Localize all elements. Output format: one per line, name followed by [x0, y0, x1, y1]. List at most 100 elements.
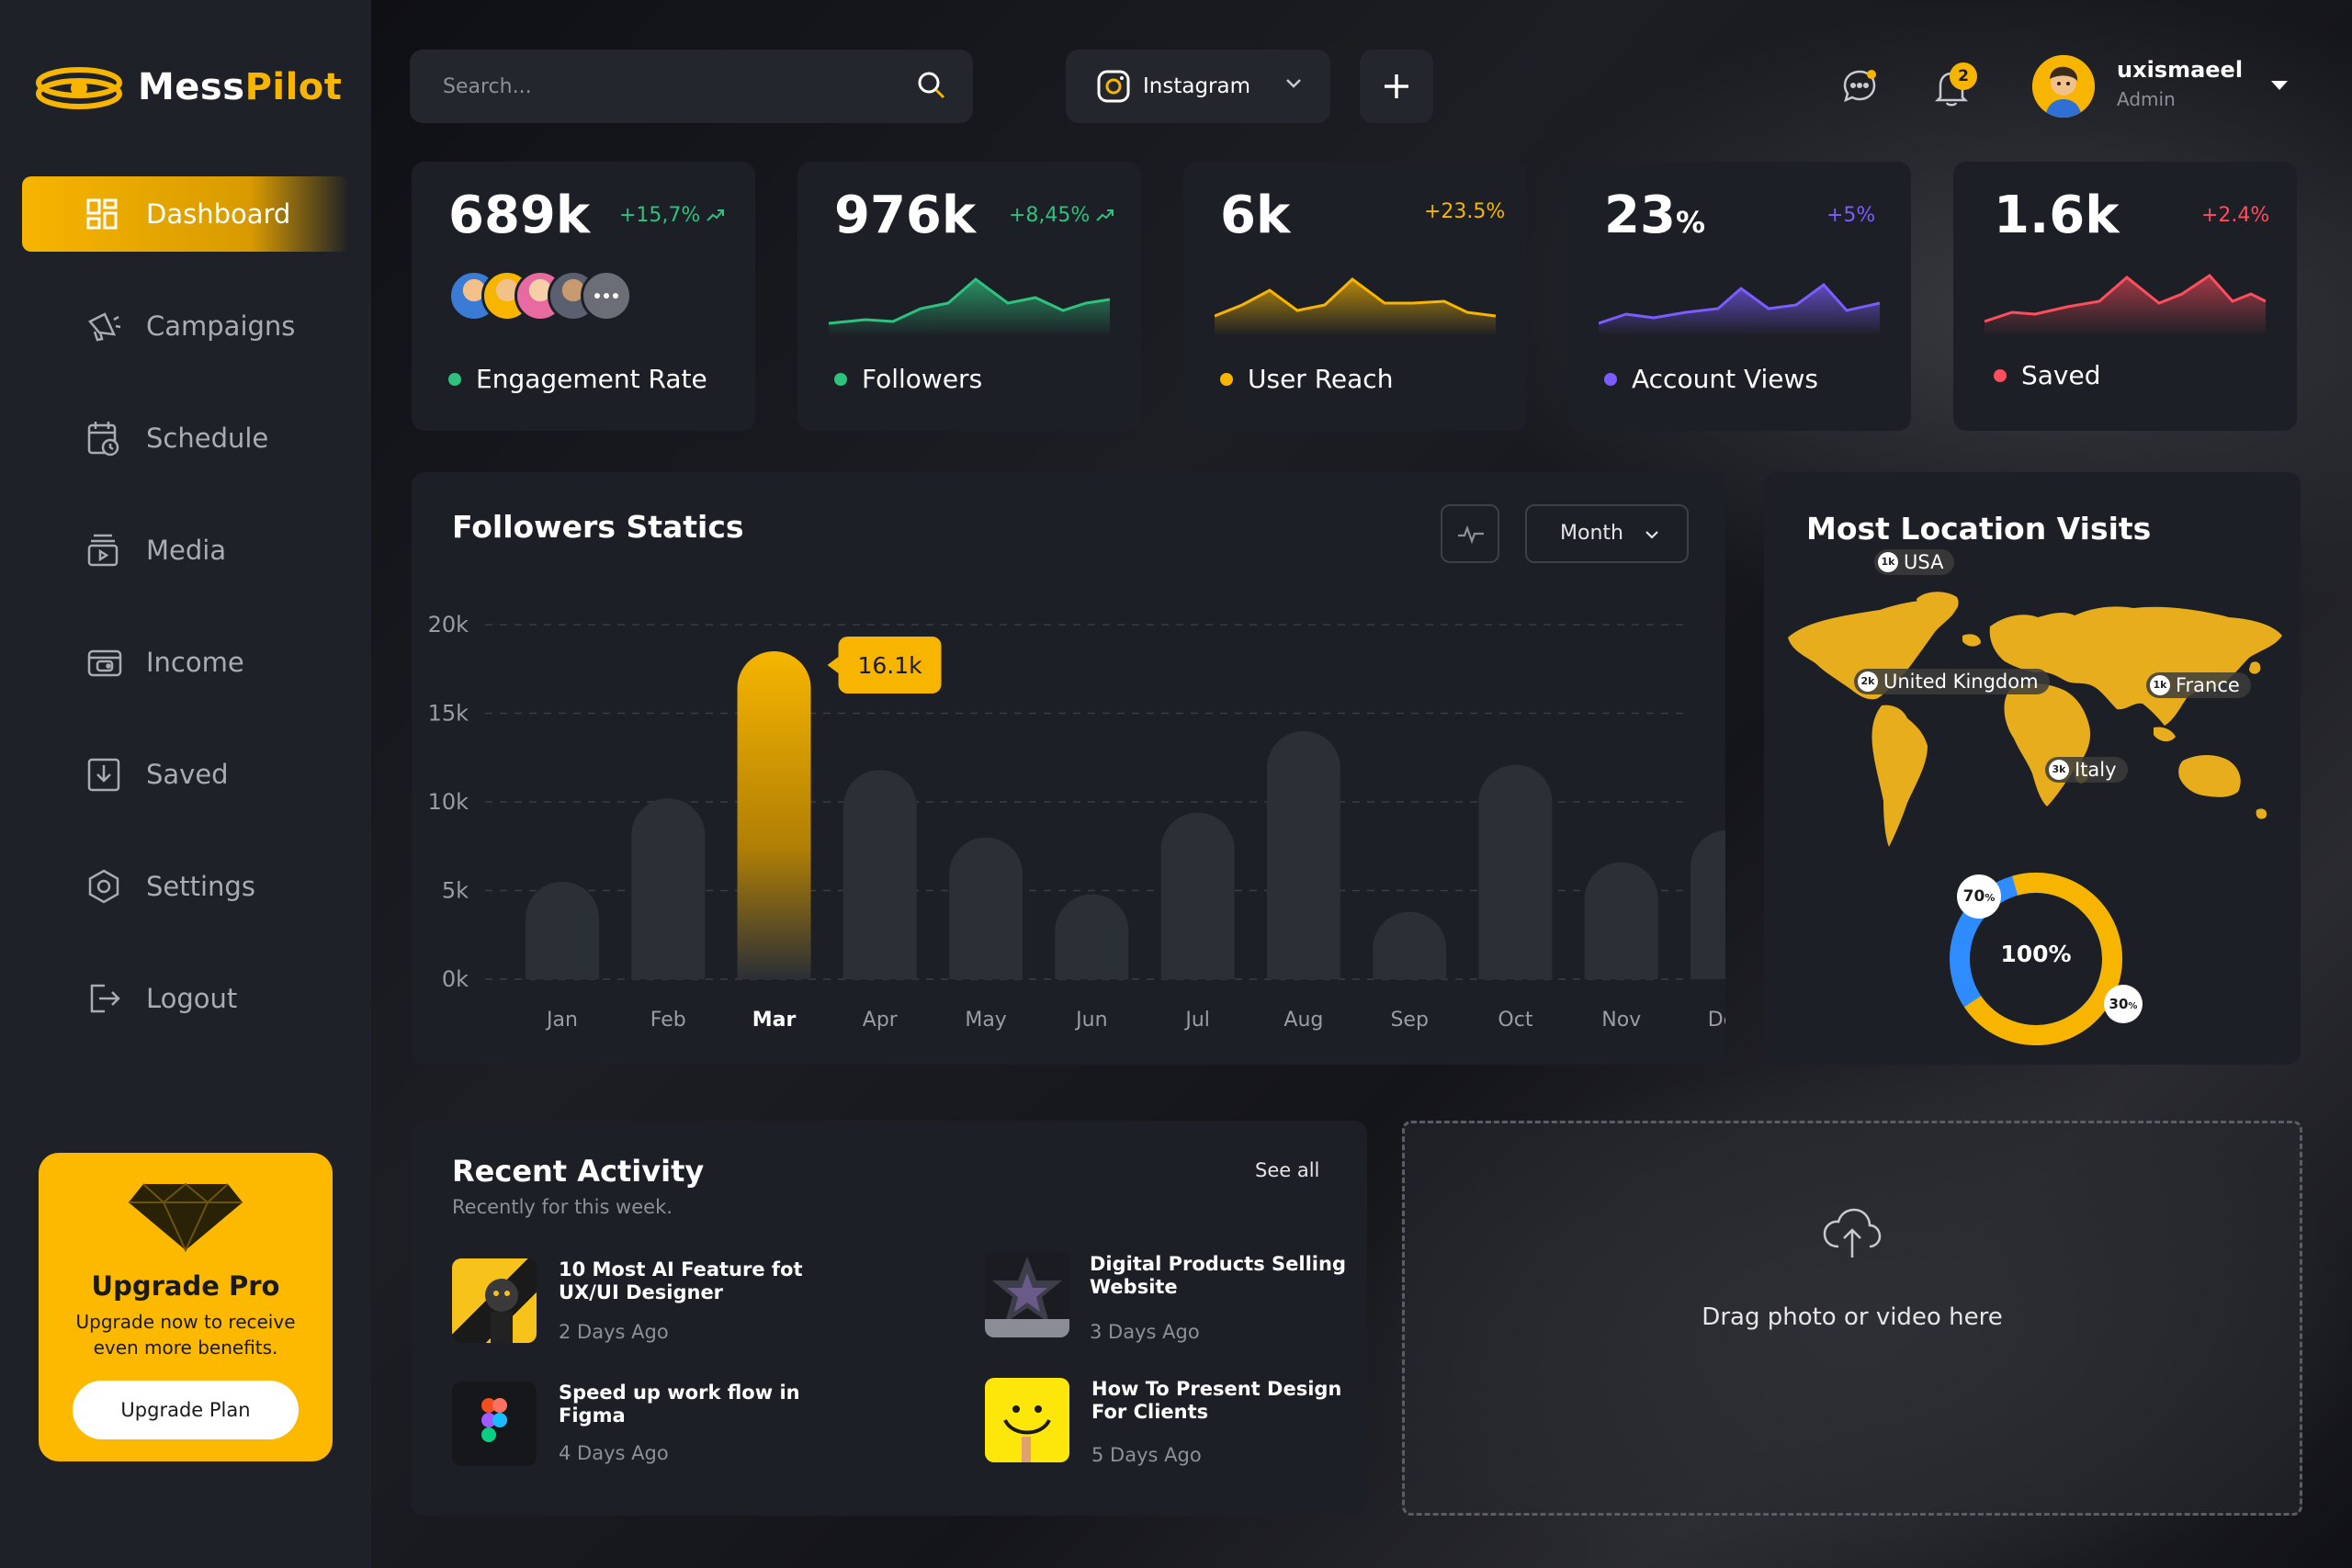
sidebar-item-schedule[interactable]: Schedule	[22, 400, 349, 476]
chat-icon[interactable]	[1841, 68, 1878, 105]
activity-item[interactable]: Digital Products Selling Website 3 Days …	[985, 1253, 1371, 1345]
notification-badge: 2	[1950, 62, 1977, 90]
sidebar-item-saved[interactable]: Saved	[22, 737, 349, 812]
activity-thumbnail	[452, 1258, 537, 1343]
bar-feb[interactable]	[631, 798, 706, 979]
bar-jun[interactable]	[1055, 894, 1129, 979]
stat-label: Followers	[834, 364, 982, 394]
stat-card-engagement[interactable]: 689k +15,7% Engagement Rate	[412, 162, 755, 431]
stat-card-account-views[interactable]: 23% +5% Account Views	[1567, 162, 1911, 431]
bar-jan[interactable]	[526, 881, 599, 979]
bar-aug[interactable]	[1266, 730, 1340, 979]
upload-dropzone[interactable]: Drag photo or video here	[1402, 1121, 2302, 1516]
stat-value: 689k	[448, 186, 591, 245]
bar-may[interactable]	[949, 837, 1023, 979]
y-tick-label: 20k	[428, 612, 469, 637]
sidebar-item-campaigns[interactable]: Campaigns	[22, 288, 349, 364]
sidebar-nav: Dashboard Campaigns Schedule Media Incom…	[22, 176, 349, 1073]
activity-item[interactable]: Speed up work flow in Figma 4 Days Ago	[452, 1382, 838, 1473]
search-icon[interactable]	[916, 70, 947, 101]
map-pin-france[interactable]: 1k France	[2146, 672, 2251, 698]
upgrade-plan-button[interactable]: Upgrade Plan	[73, 1381, 299, 1439]
caret-down-icon[interactable]	[2269, 79, 2290, 92]
smiley-icon	[1003, 1405, 1051, 1462]
visits-donut-chart	[1950, 873, 2122, 1045]
stat-label: Saved	[1994, 360, 2101, 390]
tooltip-arrow	[827, 656, 839, 673]
activity-date: 2 Days Ago	[559, 1321, 669, 1343]
stat-card-followers[interactable]: 976k +8,45% Followers	[797, 162, 1141, 431]
stat-label: Engagement Rate	[448, 364, 707, 394]
map-pin-italy[interactable]: 3k Italy	[2045, 757, 2128, 783]
x-tick-label: Mar	[752, 1009, 797, 1032]
stat-change: +23.5%	[1424, 200, 1506, 223]
y-tick-label: 15k	[428, 701, 469, 727]
y-tick-label: 5k	[442, 878, 469, 904]
x-tick-label: Nov	[1601, 1009, 1641, 1032]
megaphone-icon	[88, 312, 121, 342]
tooltip-value: 16.1k	[857, 652, 922, 679]
panel-subtitle: Recently for this week.	[452, 1196, 673, 1218]
upload-instructions: Drag photo or video here	[1702, 1303, 2003, 1331]
brand-logo[interactable]: MessPilot	[33, 62, 342, 112]
stat-value: 23%	[1604, 186, 1705, 245]
calendar-clock-icon	[87, 422, 119, 457]
sidebar-item-income[interactable]: Income	[22, 625, 349, 700]
sidebar-item-dashboard[interactable]: Dashboard	[22, 176, 349, 252]
x-tick-label: Oct	[1498, 1009, 1532, 1032]
location-visits-panel: Most Location Visits 1k USA 2k United King…	[1764, 472, 2301, 1065]
platform-selector[interactable]: Instagram	[1066, 50, 1330, 123]
chevron-down-icon	[1645, 531, 1658, 539]
add-button[interactable]	[1360, 50, 1433, 123]
bar-jul[interactable]	[1160, 812, 1235, 979]
sidebar-item-media[interactable]: Media	[22, 513, 349, 588]
period-select[interactable]: Month	[1525, 504, 1689, 563]
trend-up-icon	[1096, 209, 1114, 221]
chevron-down-icon	[1286, 79, 1301, 88]
grid-icon	[86, 198, 118, 230]
x-tick-label: Jan	[545, 1009, 578, 1032]
activity-item[interactable]: 10 Most AI Feature fot UX/UI Designer 2 …	[452, 1258, 838, 1350]
followers-sparkline	[829, 277, 1111, 336]
map-pin-united-kingdom[interactable]: 2k United Kingdom	[1854, 669, 2050, 694]
activity-date: 3 Days Ago	[1090, 1321, 1200, 1343]
map-pin-usa[interactable]: 1k USA	[1874, 549, 1955, 575]
donut-minor-label: 30%	[2104, 985, 2143, 1023]
chart-type-button[interactable]	[1441, 504, 1499, 563]
avatar[interactable]	[2032, 55, 2095, 118]
recent-activity-panel: Recent Activity Recently for this week. …	[412, 1121, 1367, 1516]
platform-label: Instagram	[1143, 74, 1251, 98]
see-all-link[interactable]: See all	[1255, 1159, 1320, 1181]
sidebar-item-logout[interactable]: Logout	[22, 961, 349, 1036]
more-avatars-button[interactable]	[581, 270, 632, 321]
stat-value: 6k	[1220, 186, 1291, 245]
bar-sep[interactable]	[1373, 911, 1447, 979]
sidebar-item-settings[interactable]: Settings	[22, 849, 349, 924]
sidebar: MessPilot Dashboard Campaigns Schedule M…	[0, 0, 371, 1568]
bar-apr[interactable]	[842, 770, 917, 979]
upgrade-description: Upgrade now to receive even more benefit…	[75, 1311, 296, 1359]
activity-date: 4 Days Ago	[559, 1442, 669, 1464]
stat-card-user-reach[interactable]: 6k +23.5% User Reach	[1183, 162, 1527, 431]
sidebar-item-label: Logout	[146, 983, 238, 1014]
cloud-upload-icon	[1823, 1208, 1882, 1258]
bar-oct[interactable]	[1478, 764, 1553, 979]
sidebar-item-label: Settings	[146, 871, 255, 902]
user-reach-sparkline	[1215, 277, 1497, 336]
figma-icon	[481, 1398, 507, 1442]
stat-change: +15,7%	[619, 204, 725, 227]
tooltip-box	[838, 636, 942, 694]
robot-face-icon	[485, 1279, 518, 1343]
stat-card-saved[interactable]: 1.6k +2.4% Saved	[1953, 162, 2297, 431]
search-input[interactable]	[443, 66, 884, 107]
bar-dec[interactable]	[1690, 830, 1725, 979]
activity-item[interactable]: How To Present Design For Clients 5 Days…	[985, 1378, 1371, 1470]
bar-mar[interactable]	[737, 650, 811, 979]
activity-title: 10 Most AI Feature fot UX/UI Designer	[559, 1258, 803, 1303]
followers-bar-chart: 0k 5k 10k 15k 20k Jan Feb Mar 16.1k Apr May Jun Jul A…	[428, 612, 1725, 1032]
activity-date: 5 Days Ago	[1091, 1444, 1202, 1466]
bar-nov[interactable]	[1584, 862, 1658, 979]
followers-statics-panel: Followers Statics Month 0k 5k 10k 15k 20k Jan…	[412, 472, 1725, 1065]
sidebar-item-label: Campaigns	[146, 310, 296, 342]
stat-label: User Reach	[1220, 364, 1393, 394]
